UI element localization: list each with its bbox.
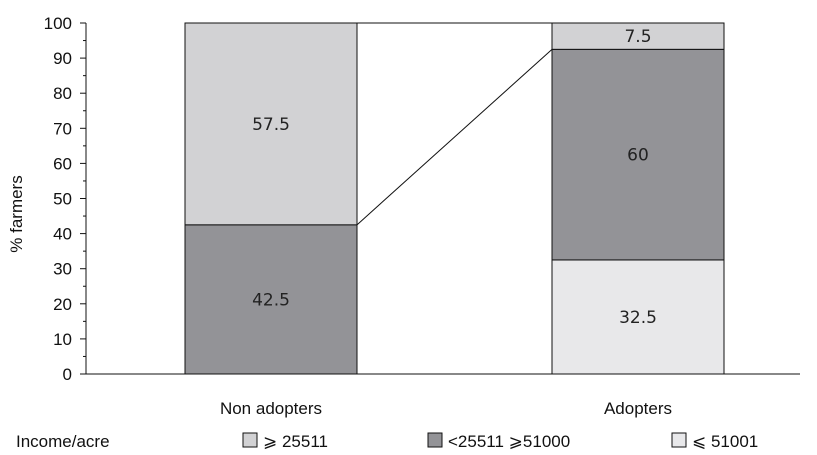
x-tick-label: Non adopters	[220, 399, 322, 418]
y-tick-label: 20	[53, 295, 72, 314]
y-tick-label: 10	[53, 330, 72, 349]
legend-swatch	[242, 432, 258, 448]
bar-segment	[551, 22, 725, 50]
data-label: 57.5	[252, 115, 290, 135]
data-label: 7.5	[624, 27, 651, 47]
x-axis: Non adopters Adopters	[86, 373, 800, 418]
connector-middle	[356, 48, 553, 226]
data-label: 42.5	[252, 290, 290, 310]
y-tick-label: 70	[53, 119, 72, 138]
legend-entry: ⩽ 51001	[692, 432, 758, 451]
bar-segment	[184, 22, 358, 226]
y-tick-label: 100	[44, 14, 72, 33]
y-tick-label: 50	[53, 190, 72, 209]
y-axis: 0 10 20 30 40 50 60 70 80 90 100	[44, 14, 87, 384]
x-tick-label: Adopters	[604, 399, 672, 418]
y-tick-label: 30	[53, 260, 72, 279]
legend-entry: <25511 ⩾51000	[448, 432, 570, 451]
legend-entry: ⩾ 25511	[263, 432, 328, 451]
data-labels: 42.5 57.5 32.5 60 7.5	[252, 27, 657, 328]
data-label: 32.5	[619, 308, 657, 328]
y-tick-label: 80	[53, 84, 72, 103]
y-tick-label: 60	[53, 154, 72, 173]
bar-segment	[551, 48, 725, 261]
legend-title: Income/acre	[16, 432, 110, 451]
y-tick-label: 90	[53, 49, 72, 68]
legend: Income/acre ⩾ 25511 <25511 ⩾51000 ⩽ 51001	[16, 432, 758, 451]
bar-segment	[551, 259, 725, 375]
y-axis-label: % farmers	[7, 175, 26, 252]
legend-swatch	[671, 432, 687, 448]
y-tick-label: 0	[63, 365, 72, 384]
y-tick-label: 40	[53, 225, 72, 244]
data-label: 60	[627, 146, 649, 166]
bar-segment	[184, 224, 358, 375]
legend-swatch	[427, 432, 443, 448]
bars	[184, 22, 725, 375]
connector-lines	[356, 22, 553, 226]
